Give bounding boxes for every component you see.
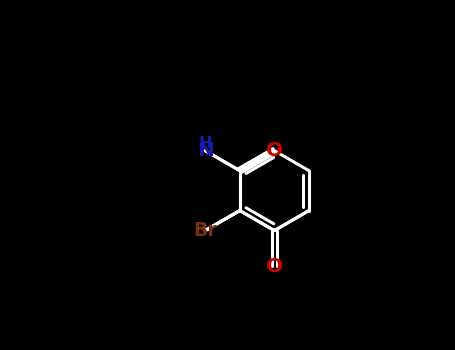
Text: H: H	[198, 135, 212, 150]
Text: Br: Br	[193, 221, 217, 240]
Text: O: O	[266, 257, 283, 276]
Text: N: N	[197, 141, 214, 160]
Text: O: O	[266, 141, 283, 160]
